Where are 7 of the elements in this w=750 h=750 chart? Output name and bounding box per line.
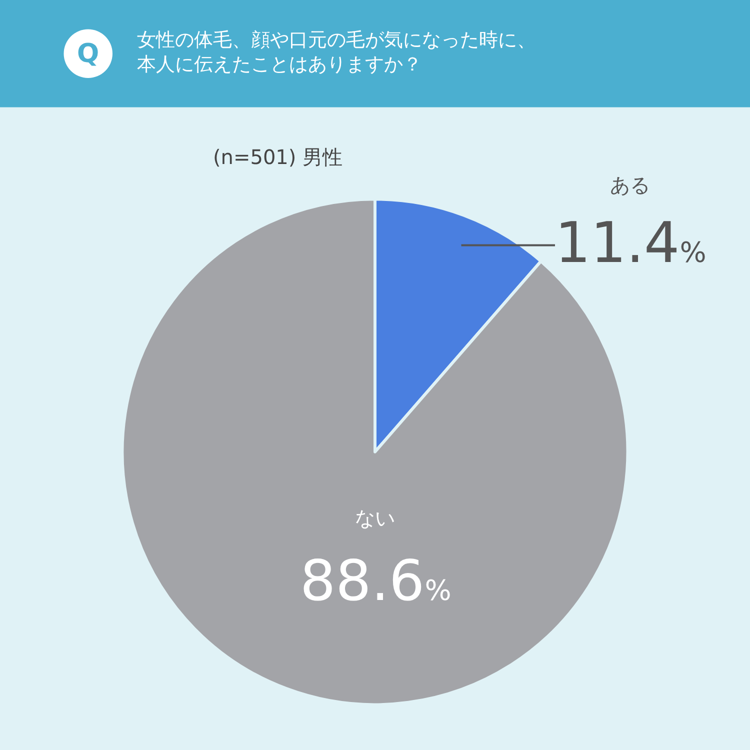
slice-label: ない [355,506,395,530]
slice-label: ある [610,173,650,197]
data-label: 88.6% [300,549,452,614]
chart-title: 女性の体毛、顔や口元の毛が気になった時に、本人に伝えたことはありますか？ [137,29,536,76]
text: Q [77,39,100,69]
data-label: 11.4% [555,211,706,276]
chart-subtitle: (n=501) 男性 [213,145,343,169]
